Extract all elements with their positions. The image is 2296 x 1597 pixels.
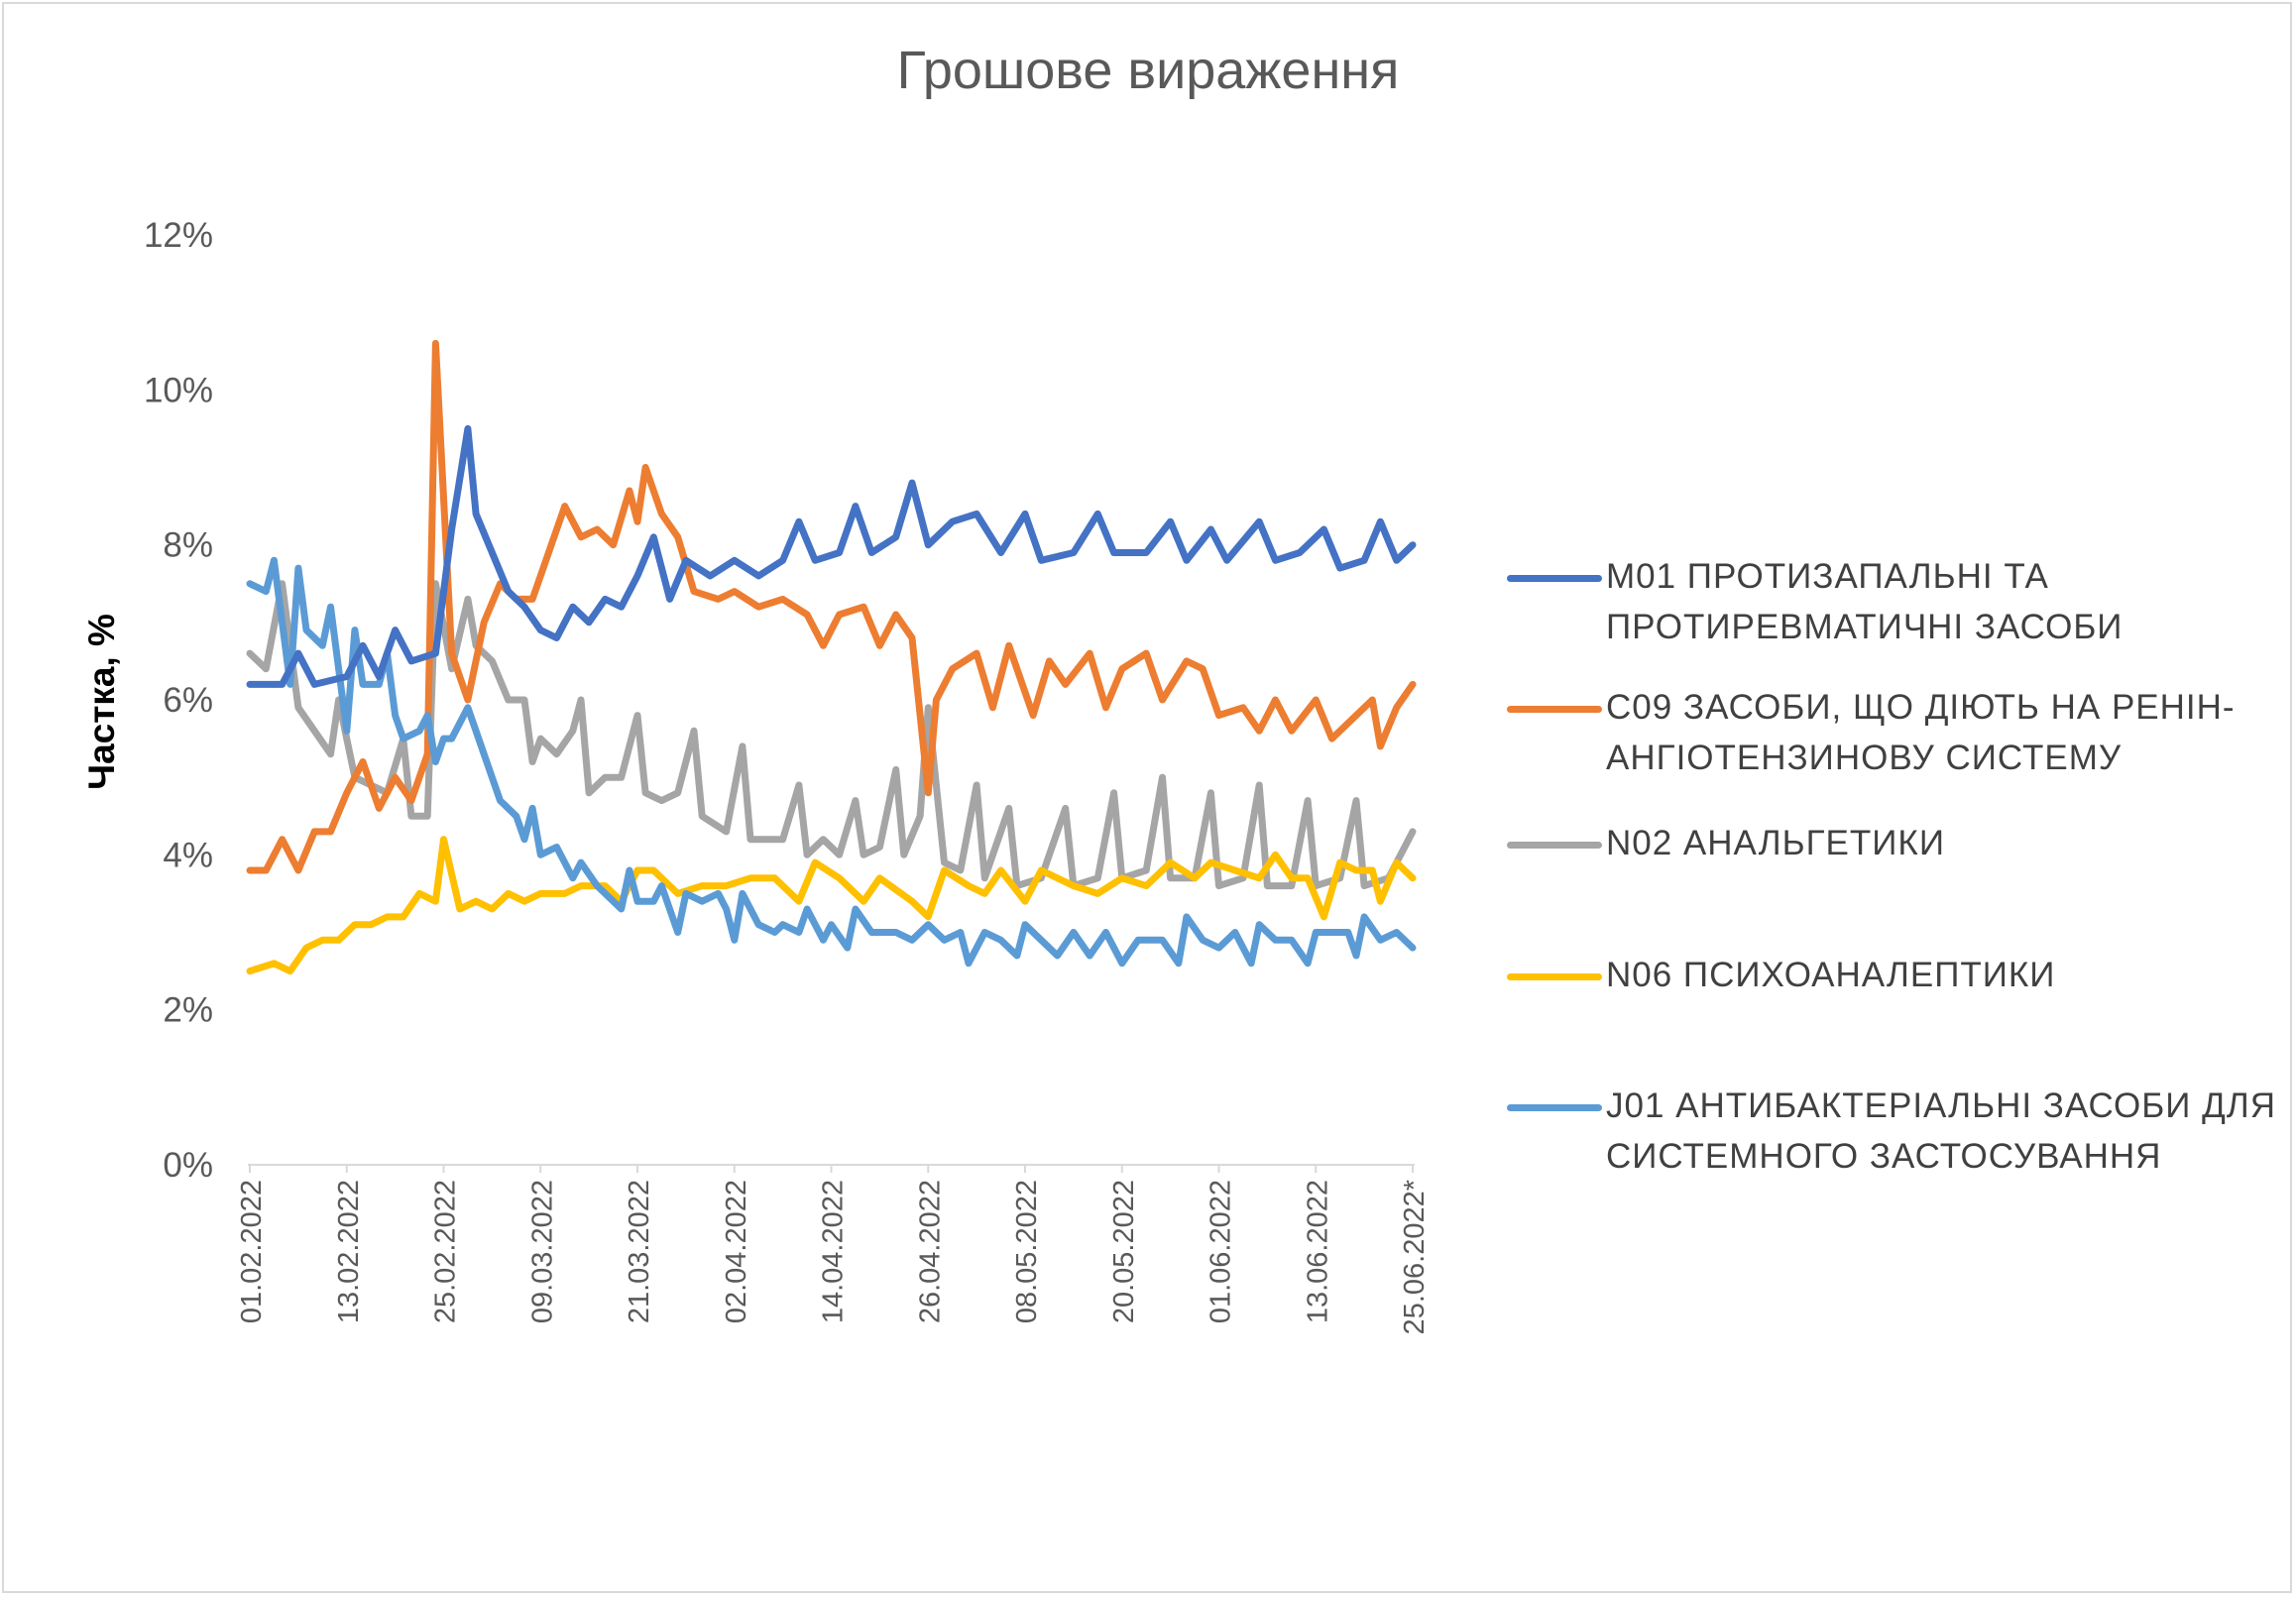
legend-swatch [1507,575,1602,582]
y-tick-label: 12% [144,216,213,255]
x-tick-label: 14.04.2022 [818,1180,850,1323]
x-tick-label: 25.06.2022* [1399,1180,1431,1334]
series-line-c09 [246,339,1417,874]
legend-label: J01 АНТИБАКТЕРІАЛЬНІ ЗАСОБИ ДЛЯ СИСТЕМНО… [1606,1086,2277,1176]
series-line-j01 [246,556,1417,968]
y-tick-label: 10% [144,371,213,409]
y-tick-label: 8% [163,526,213,565]
series-line-m01 [246,424,1417,688]
y-tick-label: 4% [163,836,213,874]
chart-title: Грошове вираження [896,41,1400,100]
legend-item-m01: M01 ПРОТИЗАПАЛЬНІ ТА ПРОТИРЕВМАТИЧНІ ЗАС… [1507,551,2280,652]
legend-swatch [1507,973,1602,980]
x-tick-label: 25.02.2022 [430,1180,462,1323]
legend-item-c09: C09 ЗАСОБИ, ЩО ДІЮТЬ НА РЕНІН-АНГІОТЕНЗИ… [1507,682,2280,783]
x-tick-label: 01.06.2022 [1205,1180,1237,1323]
legend-label: N06 ПСИХОАНАЛЕПТИКИ [1606,956,2056,994]
legend-item-j01: J01 АНТИБАКТЕРІАЛЬНІ ЗАСОБИ ДЛЯ СИСТЕМНО… [1507,1081,2280,1182]
legend-swatch [1507,706,1602,713]
x-tick-label: 21.03.2022 [624,1180,655,1323]
legend-label: M01 ПРОТИЗАПАЛЬНІ ТА ПРОТИРЕВМАТИЧНІ ЗАС… [1606,557,2124,646]
legend-swatch [1507,1104,1602,1111]
y-tick-label: 6% [163,681,213,720]
y-tick-label: 2% [163,991,213,1030]
legend-swatch [1507,842,1602,849]
x-tick-label: 26.04.2022 [914,1180,946,1323]
x-tick-label: 13.06.2022 [1302,1180,1333,1323]
x-tick-label: 09.03.2022 [526,1180,558,1323]
x-tick-label: 02.04.2022 [721,1180,752,1323]
legend-item-n06: N06 ПСИХОАНАЛЕПТИКИ [1507,950,2280,1000]
series-line-n06 [246,836,1417,975]
y-tick-label: 0% [163,1146,213,1185]
x-tick-label: 13.02.2022 [333,1180,365,1323]
x-tick-label: 08.05.2022 [1011,1180,1043,1323]
y-axis-title: Частка, % [81,614,122,790]
legend-label: N02 АНАЛЬГЕТИКИ [1606,824,1945,862]
x-tick-label: 20.05.2022 [1108,1180,1140,1323]
legend-item-n02: N02 АНАЛЬГЕТИКИ [1507,818,2280,868]
legend-label: C09 ЗАСОБИ, ЩО ДІЮТЬ НА РЕНІН-АНГІОТЕНЗИ… [1606,688,2236,777]
x-tick-label: 01.02.2022 [236,1180,268,1323]
